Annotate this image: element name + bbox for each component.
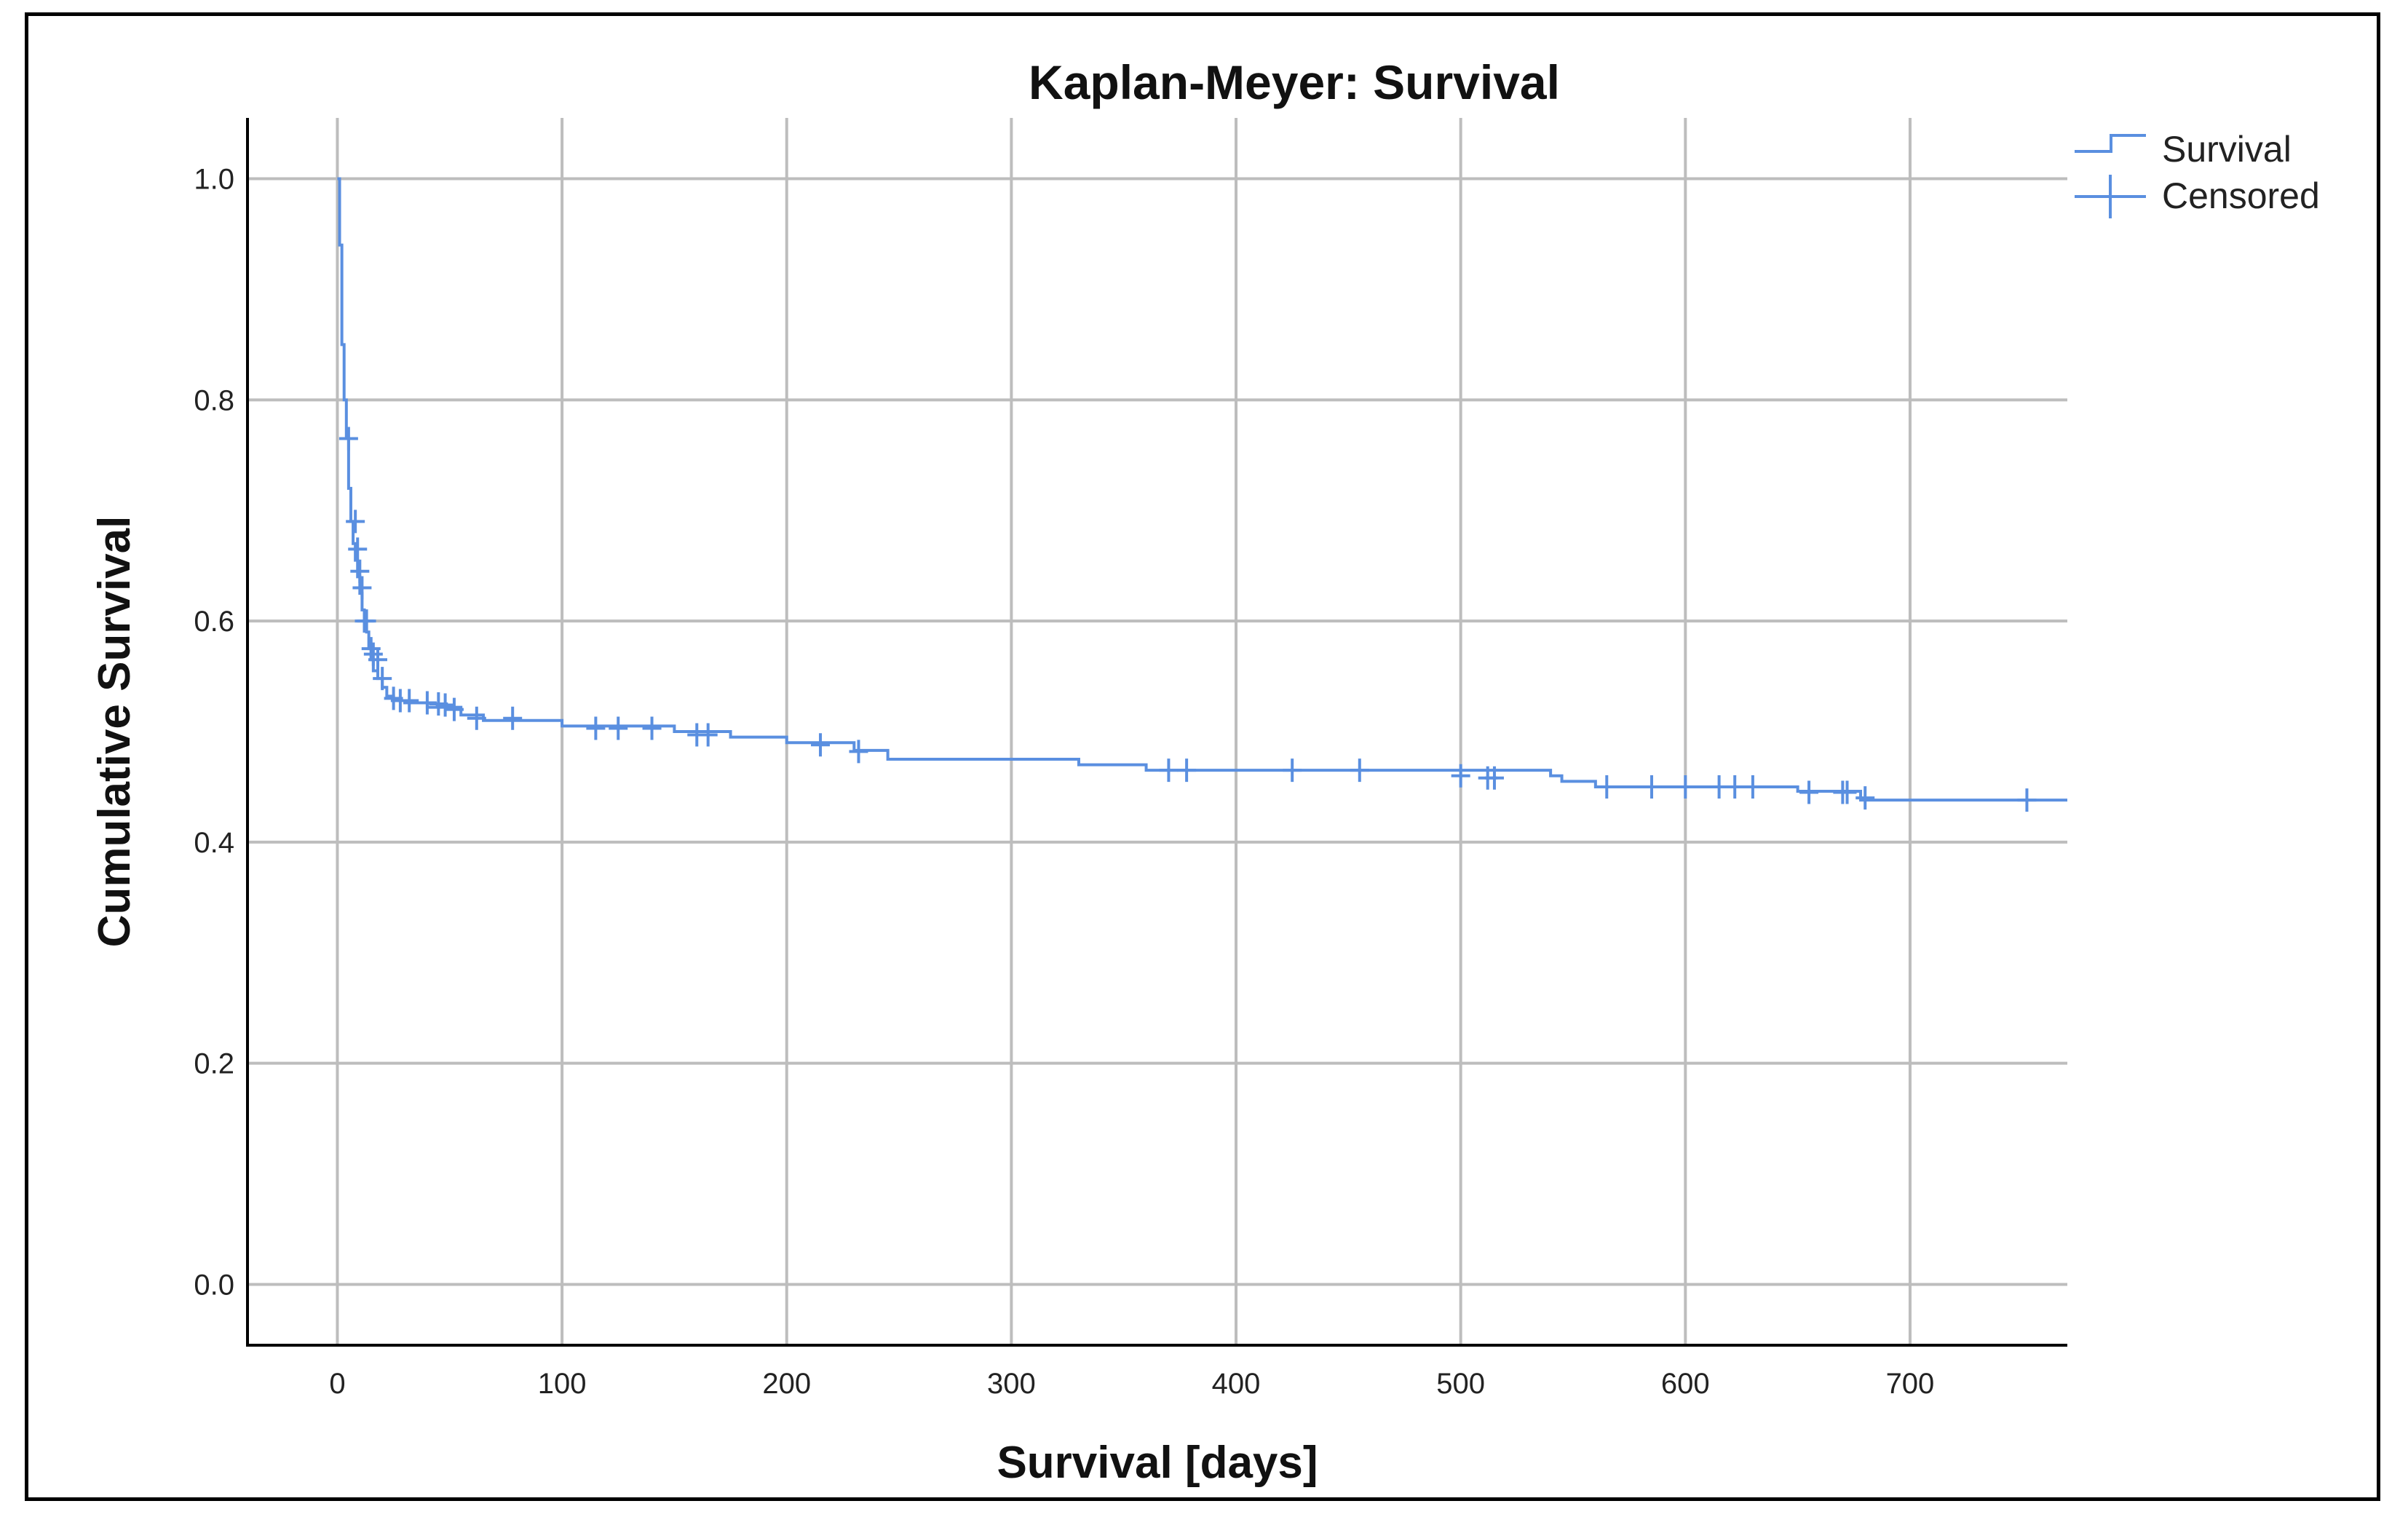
censored-mark: [1484, 766, 1504, 790]
x-tick-label: 200: [762, 1368, 811, 1400]
legend-censored-swatch: [2075, 175, 2146, 218]
censored-mark: [811, 733, 831, 757]
censored-mark: [2017, 788, 2037, 812]
censored-mark: [373, 667, 392, 691]
censored-mark: [348, 537, 368, 561]
censored-mark: [1855, 786, 1875, 810]
x-axis-title: Survival [days]: [997, 1438, 1318, 1488]
censored-mark: [1159, 758, 1179, 783]
censored-mark: [1283, 758, 1302, 783]
y-tick-label: 0.0: [194, 1269, 234, 1301]
censored-mark: [1350, 758, 1369, 783]
censored-mark: [444, 697, 464, 721]
censored-mark: [1837, 780, 1857, 804]
censored-mark: [1451, 764, 1470, 788]
tick-labels: 0.0 0.2 0.4 0.6 0.8 1.0 0 100 200 300 400 500 600 700: [194, 164, 1934, 1400]
y-tick-label: 0.8: [194, 384, 234, 416]
legend-survival-label: Survival: [2162, 129, 2292, 170]
censored-mark: [698, 723, 718, 747]
survival-curve: [337, 177, 2067, 802]
censored-mark: [1642, 775, 1662, 799]
censored-mark: [1799, 780, 1819, 804]
censored-mark: [503, 706, 523, 730]
plot-area: [337, 177, 2067, 812]
censored-mark: [1743, 775, 1762, 799]
censored-mark: [1177, 758, 1197, 783]
y-tick-label: 1.0: [194, 164, 234, 196]
x-tick-label: 400: [1212, 1368, 1261, 1400]
censored-mark: [400, 689, 419, 713]
censored-mark: [642, 716, 662, 740]
x-tick-label: 600: [1661, 1368, 1710, 1400]
legend-censored-label: Censored: [2162, 175, 2320, 216]
censored-mark: [1676, 775, 1695, 799]
censored-mark: [609, 716, 628, 740]
chart-frame: [25, 12, 2380, 1501]
censored-mark: [849, 740, 868, 764]
x-tick-label: 700: [1886, 1368, 1935, 1400]
legend-survival-swatch: [2075, 134, 2146, 153]
x-tick-label: 100: [538, 1368, 587, 1400]
y-tick-label: 0.6: [194, 606, 234, 638]
x-tick-label: 300: [987, 1368, 1036, 1400]
axes: [246, 118, 2067, 1347]
censored-mark: [586, 716, 606, 740]
grid: [247, 118, 2067, 1345]
censored-mark: [1725, 775, 1745, 799]
x-tick-label: 500: [1436, 1368, 1485, 1400]
censored-mark: [363, 642, 383, 666]
censored-mark: [1597, 775, 1617, 799]
censored-mark: [435, 693, 455, 717]
legend: Survival Censored: [2075, 129, 2320, 218]
censored-mark: [352, 576, 372, 600]
chart-title: Kaplan-Meyer: Survival: [1029, 55, 1560, 109]
censored-mark: [346, 510, 365, 534]
y-tick-label: 0.2: [194, 1048, 234, 1080]
censored-mark: [467, 706, 486, 730]
censored-mark: [338, 427, 358, 451]
censored-mark: [357, 609, 376, 633]
censored-mark: [368, 648, 388, 672]
censored-mark: [350, 559, 370, 583]
y-tick-label: 0.4: [194, 827, 234, 859]
y-axis-title: Cumulative Survival: [90, 516, 140, 948]
x-tick-label: 0: [329, 1368, 345, 1400]
